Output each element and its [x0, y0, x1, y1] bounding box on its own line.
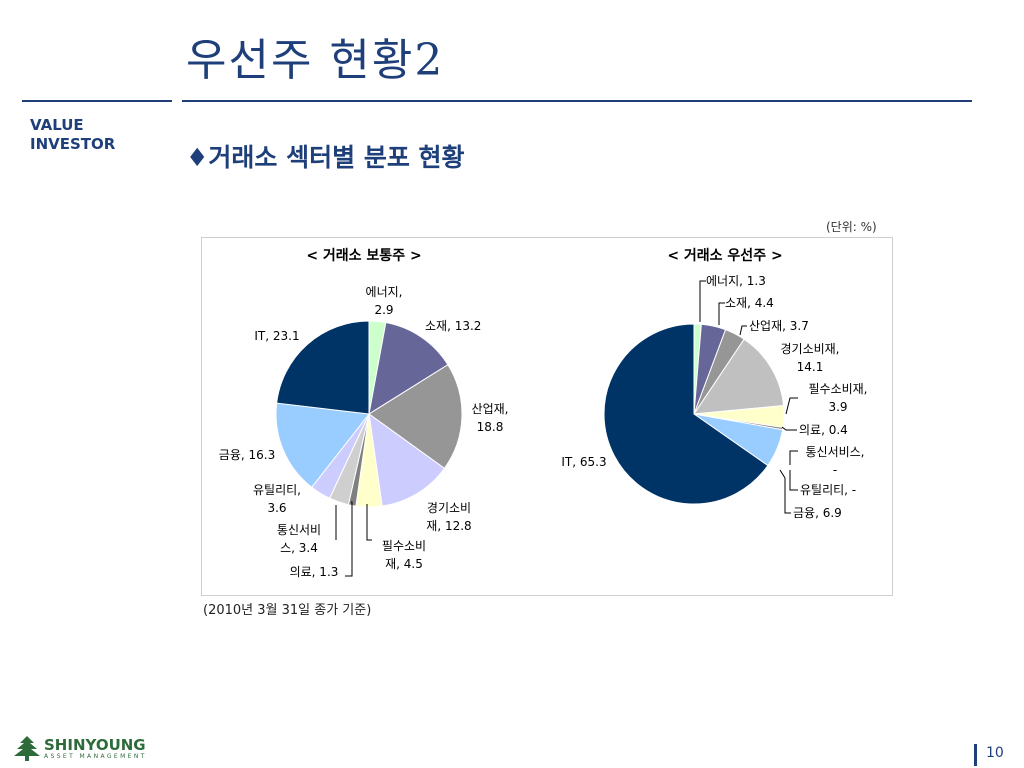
chart-title: < 거래소 보통주 > — [306, 248, 421, 264]
slice-data-label: 14.1 — [797, 360, 824, 374]
basis-note: (2010년 3월 31일 종가 기준) — [203, 603, 372, 618]
slice-data-label: 의료, 1.3 — [290, 565, 339, 579]
leader-line — [789, 470, 798, 491]
common-stock-pie-chart: < 거래소 보통주 > 에너지, 2.9 소재, 13.2 산업재, 18.8 경기소비재,… — [219, 248, 509, 579]
slice-data-label: 필수소비재, — [808, 382, 867, 396]
leader-line — [789, 450, 798, 465]
slice-data-label: 유틸리티, - — [800, 483, 856, 497]
slice-data-label: 통신서비 — [277, 523, 321, 537]
pie-slice-common-9 — [276, 320, 370, 415]
preferred-stock-pie-chart: < 거래소 우선주 > 에너지, 1.3 소재, 4.4 산업재, 3.7 경기소비재,… — [561, 248, 867, 520]
slice-data-label: IT, 65.3 — [561, 455, 606, 469]
brand-line-2: INVESTOR — [30, 135, 116, 153]
slice-data-label: 경기소비 — [427, 501, 471, 515]
logo-name: SHINYOUNG — [44, 736, 146, 754]
leader-line — [718, 302, 725, 325]
page-number-bar — [974, 744, 977, 766]
subtitle-text: 거래소 섹터별 분포 현황 — [208, 143, 465, 172]
slice-data-label: 필수소비 — [382, 539, 426, 553]
slice-data-label: 금융, 6.9 — [793, 506, 842, 520]
slice-data-label: 산업재, — [472, 402, 509, 416]
slice-data-label: - — [833, 463, 837, 477]
pie-slice-preferred-9 — [603, 323, 769, 505]
slice-data-label: 통신서비스, — [805, 445, 864, 459]
pie-slice-preferred-3 — [692, 338, 785, 415]
section-subtitle: ♦거래소 섹터별 분포 현황 — [186, 138, 465, 174]
slice-data-label: 18.8 — [477, 420, 504, 434]
leader-line — [699, 280, 706, 322]
leader-line — [779, 469, 791, 514]
slice-data-label: 재, 12.8 — [426, 519, 471, 533]
slice-data-label: 3.6 — [267, 501, 286, 515]
header-rule-left — [22, 100, 172, 102]
slice-data-label: 산업재, 3.7 — [749, 319, 809, 333]
pie-slice-common-2 — [368, 364, 463, 470]
page-number: 10 — [986, 745, 1004, 761]
slice-data-label: 2.9 — [374, 303, 393, 317]
logo-subtitle: ASSET MANAGEMENT — [44, 753, 147, 760]
tree-logo-icon — [14, 736, 40, 761]
leader-line — [739, 325, 747, 336]
slice-data-label: 의료, 0.4 — [799, 423, 848, 437]
leader-line — [781, 426, 797, 431]
leader-line — [785, 397, 798, 415]
slice-data-label: 재, 4.5 — [385, 557, 423, 571]
chart-title: < 거래소 우선주 > — [667, 248, 782, 264]
pie-slice-common-8 — [275, 402, 370, 488]
diamond-bullet-icon: ♦ — [186, 143, 209, 172]
pie-slice-common-1 — [368, 321, 449, 416]
pie-slice-common-3 — [368, 412, 446, 507]
slice-data-label: 에너지, 1.3 — [706, 274, 766, 288]
slice-data-label: 유틸리티, — [253, 483, 301, 497]
header-rule-right — [182, 100, 972, 102]
slice-data-label: 에너지, — [366, 285, 403, 299]
slice-data-label: 소재, 4.4 — [725, 296, 774, 310]
page-title: 우선주 현황2 — [186, 35, 445, 86]
unit-label: (단위: %) — [826, 220, 877, 234]
slice-data-label: 소재, 13.2 — [425, 319, 481, 333]
leader-line — [366, 504, 372, 541]
slice-data-label: 경기소비재, — [780, 342, 839, 356]
company-logo: SHINYOUNG ASSET MANAGEMENT — [14, 736, 164, 762]
brand-tagline: VALUE INVESTOR — [30, 116, 115, 154]
brand-line-1: VALUE — [30, 116, 84, 134]
slice-data-label: 금융, 16.3 — [219, 448, 275, 462]
leader-line — [345, 501, 353, 577]
slice-data-label: 3.9 — [828, 400, 847, 414]
slice-data-label: IT, 23.1 — [254, 329, 299, 343]
slice-data-label: 스, 3.4 — [280, 541, 318, 555]
